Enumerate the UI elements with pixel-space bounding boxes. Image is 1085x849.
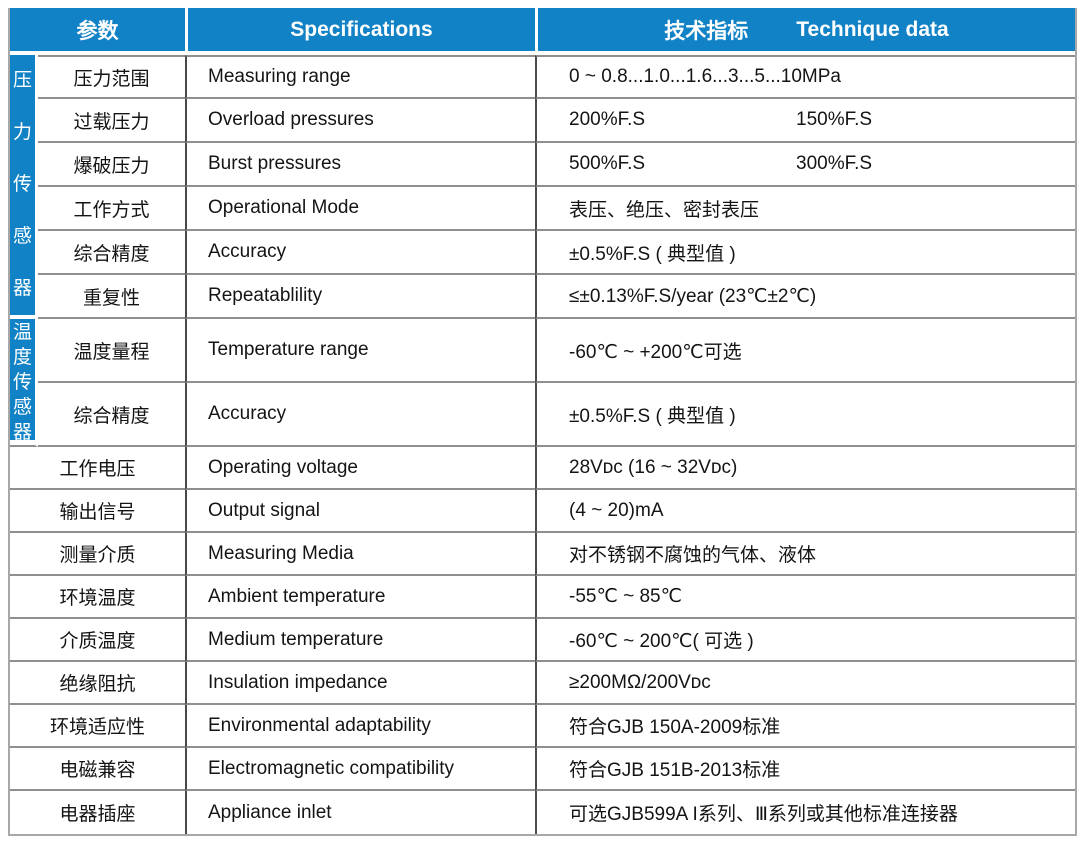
row-label: 环境适应性 [10, 705, 185, 748]
row-spec: Overload pressures [185, 99, 535, 143]
row-value: 200%F.S 150%F.S [535, 99, 1075, 143]
row-value: -60℃ ~ 200℃( 可选 ) [535, 619, 1075, 662]
table-row: 工作电压 Operating voltage 28Vᴅᴄ (16 ~ 32Vᴅᴄ… [10, 447, 1075, 490]
row-label: 环境温度 [10, 576, 185, 619]
table-row: 介质温度 Medium temperature -60℃ ~ 200℃( 可选 … [10, 619, 1075, 662]
row-spec: Insulation impedance [185, 662, 535, 705]
row-value-secondary: 300%F.S [796, 153, 873, 174]
row-spec: Environmental adaptability [185, 705, 535, 748]
row-label: 温度量程 [38, 319, 185, 383]
table-row: 综合精度 Accuracy ±0.5%F.S ( 典型值 ) [10, 383, 1075, 447]
table-row: 电磁兼容 Electromagnetic compatibility 符合GJB… [10, 748, 1075, 791]
row-spec: Output signal [185, 490, 535, 533]
table-row: 综合精度 Accuracy ±0.5%F.S ( 典型值 ) [10, 231, 1075, 275]
header-tech-zh: 技术指标 [664, 19, 749, 43]
table-row: 压力传感器 压力范围 Measuring range 0 ~ 0.8...1.0… [10, 55, 1075, 319]
row-value: 表压、绝压、密封表压 [535, 187, 1075, 231]
row-value: ≥200MΩ/200Vᴅᴄ [535, 662, 1075, 705]
row-spec: Temperature range [185, 319, 535, 383]
row-label: 重复性 [38, 275, 185, 319]
spec-sheet: 参数 Specifications 技术指标 Technique data 压力… [8, 8, 1077, 836]
table-row: 电器插座 Appliance inlet 可选GJB599A I系列、Ⅲ系列或其… [10, 791, 1075, 834]
row-value-primary: 500%F.S [569, 153, 646, 174]
table-row: 工作方式 Operational Mode 表压、绝压、密封表压 [10, 187, 1075, 231]
row-value: ≤±0.13%F.S/year (23℃±2℃) [535, 275, 1075, 319]
row-label: 输出信号 [10, 490, 185, 533]
row-label: 工作方式 [38, 187, 185, 231]
table-row: 过载压力 Overload pressures 200%F.S 150%F.S [10, 99, 1075, 143]
row-value: ±0.5%F.S ( 典型值 ) [535, 383, 1075, 447]
row-spec: Operational Mode [185, 187, 535, 231]
row-spec: Accuracy [185, 231, 535, 275]
table-row: 测量介质 Measuring Media 对不锈钢不腐蚀的气体、液体 [10, 533, 1075, 576]
row-label: 电磁兼容 [10, 748, 185, 791]
header-cell-technique-data: 技术指标 Technique data [535, 8, 1075, 55]
table-row: 绝缘阻抗 Insulation impedance ≥200MΩ/200Vᴅᴄ [10, 662, 1075, 705]
row-spec: Measuring Media [185, 533, 535, 576]
row-label: 综合精度 [38, 383, 185, 447]
header-tech-en: Technique data [796, 17, 949, 41]
row-spec: Electromagnetic compatibility [185, 748, 535, 791]
row-label: 压力范围 [38, 55, 185, 99]
row-label: 综合精度 [38, 231, 185, 275]
header-row: 参数 Specifications 技术指标 Technique data [10, 8, 1075, 55]
group-band-temperature-sensor: 温度传感器 [10, 319, 38, 447]
row-value: -55℃ ~ 85℃ [535, 576, 1075, 619]
header-technique-wrap: 技术指标 Technique data [538, 15, 1075, 45]
row-spec: Accuracy [185, 383, 535, 447]
row-spec: Appliance inlet [185, 791, 535, 834]
row-value: 28Vᴅᴄ (16 ~ 32Vᴅᴄ) [535, 447, 1075, 490]
table-row: 环境适应性 Environmental adaptability 符合GJB 1… [10, 705, 1075, 748]
table-row: 重复性 Repeatablility ≤±0.13%F.S/year (23℃±… [10, 275, 1075, 319]
row-value: 可选GJB599A I系列、Ⅲ系列或其他标准连接器 [535, 791, 1075, 834]
row-value-secondary: 150%F.S [796, 109, 873, 130]
row-value: 0 ~ 0.8...1.0...1.6...3...5...10MPa [535, 55, 1075, 99]
row-value: 对不锈钢不腐蚀的气体、液体 [535, 533, 1075, 576]
row-spec: Measuring range [185, 55, 535, 99]
table-row: 温度传感器 温度量程 Temperature range -60℃ ~ +200… [10, 319, 1075, 447]
row-spec: Medium temperature [185, 619, 535, 662]
row-label: 测量介质 [10, 533, 185, 576]
row-spec: Burst pressures [185, 143, 535, 187]
row-spec: Repeatablility [185, 275, 535, 319]
row-spec: Operating voltage [185, 447, 535, 490]
row-spec: Ambient temperature [185, 576, 535, 619]
header-cell-param: 参数 [10, 8, 185, 55]
row-value: 符合GJB 151B-2013标准 [535, 748, 1075, 791]
table-row: 输出信号 Output signal (4 ~ 20)mA [10, 490, 1075, 533]
table-row: 爆破压力 Burst pressures 500%F.S 300%F.S [10, 143, 1075, 187]
row-value: 500%F.S 300%F.S [535, 143, 1075, 187]
specification-table: 参数 Specifications 技术指标 Technique data 压力… [10, 8, 1075, 834]
row-label: 绝缘阻抗 [10, 662, 185, 705]
row-label: 电器插座 [10, 791, 185, 834]
header-cell-specifications: Specifications [185, 8, 535, 55]
table-body: 压力传感器 压力范围 Measuring range 0 ~ 0.8...1.0… [10, 55, 1075, 834]
row-value: 符合GJB 150A-2009标准 [535, 705, 1075, 748]
table-row: 环境温度 Ambient temperature -55℃ ~ 85℃ [10, 576, 1075, 619]
row-value-primary: 200%F.S [569, 109, 646, 130]
row-label: 爆破压力 [38, 143, 185, 187]
row-value: -60℃ ~ +200℃可选 [535, 319, 1075, 383]
table-header: 参数 Specifications 技术指标 Technique data [10, 8, 1075, 55]
row-label: 过载压力 [38, 99, 185, 143]
row-label: 工作电压 [10, 447, 185, 490]
group-band-pressure-sensor: 压力传感器 [10, 55, 38, 319]
row-label: 介质温度 [10, 619, 185, 662]
row-value: ±0.5%F.S ( 典型值 ) [535, 231, 1075, 275]
row-value: (4 ~ 20)mA [535, 490, 1075, 533]
